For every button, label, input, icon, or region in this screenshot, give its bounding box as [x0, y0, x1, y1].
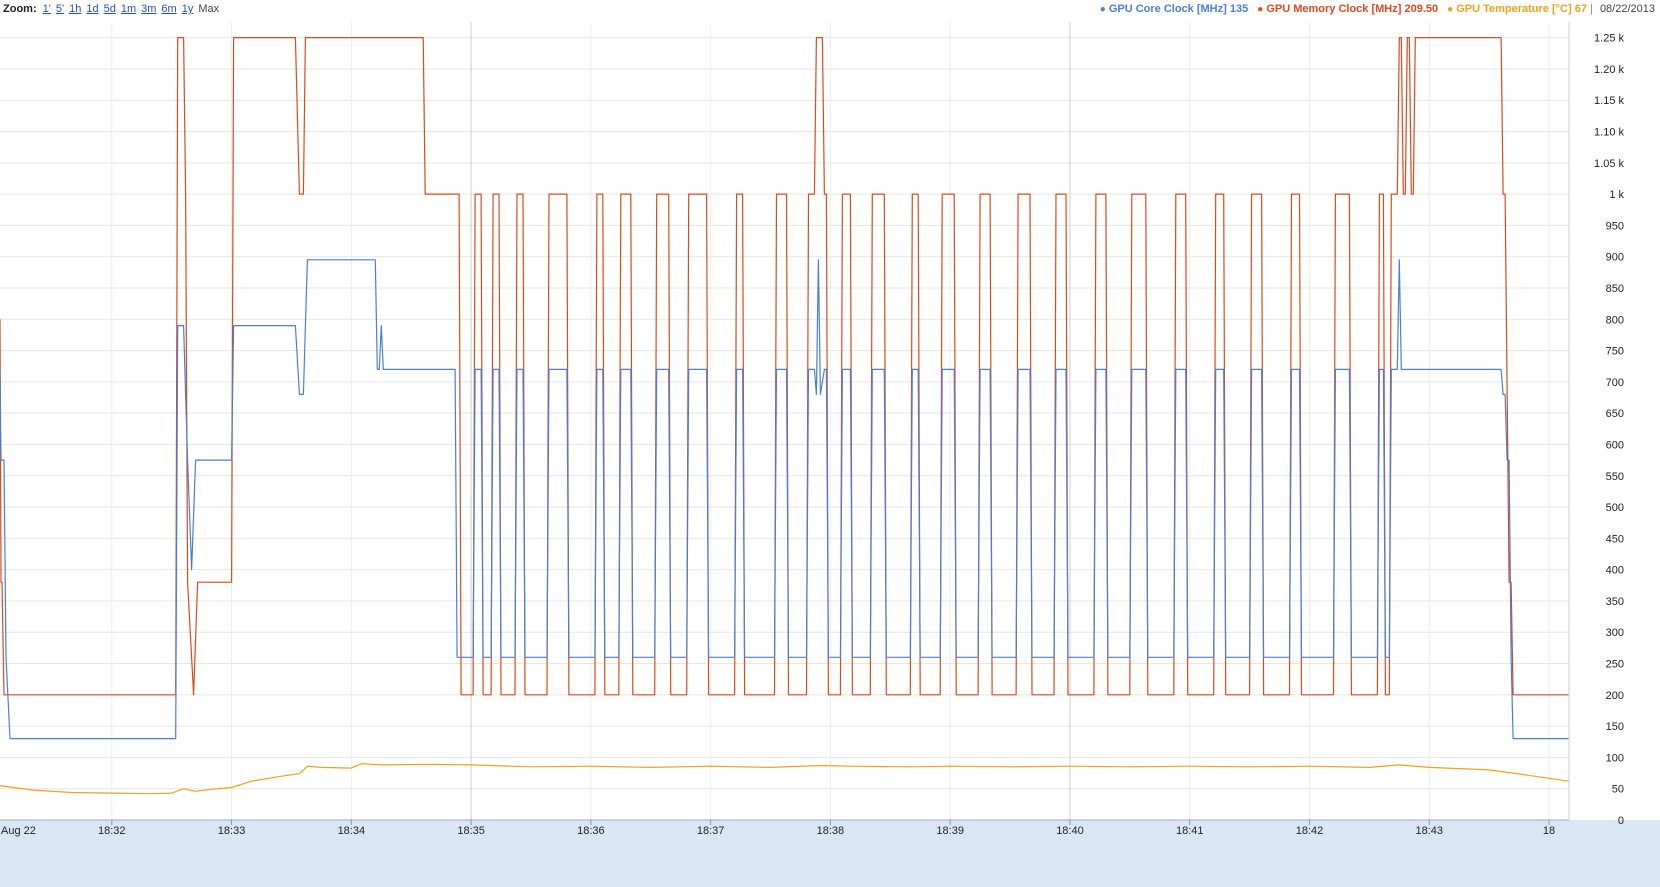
- x-tick-label: 18:42: [1296, 825, 1324, 837]
- legend-item-0[interactable]: ● GPU Core Clock [MHz] 135: [1100, 3, 1248, 15]
- y-tick-label: 600: [1606, 439, 1624, 451]
- zoom-option-9: Max: [198, 3, 220, 15]
- y-tick-label: 650: [1606, 408, 1624, 420]
- x-tick-label: 18:41: [1176, 825, 1204, 837]
- x-tick-label: 18:34: [338, 825, 366, 837]
- zoom-selector: Zoom: 1' 5' 1h 1d 5d 1m 3m 6m 1y Max: [3, 3, 224, 15]
- x-tick-label: 18: [1543, 825, 1555, 837]
- legend-value: 135: [1226, 3, 1249, 15]
- legend-dot-icon: ●: [1257, 4, 1264, 15]
- y-tick-label: 1.25 k: [1594, 33, 1624, 45]
- x-tick-label: 18:32: [98, 825, 126, 837]
- y-tick-label: 150: [1606, 721, 1624, 733]
- legend-dot-icon: ●: [1447, 4, 1454, 15]
- legend-date: 08/22/2013: [1599, 3, 1655, 15]
- x-tick-label: 18:38: [817, 825, 845, 837]
- y-tick-label: 950: [1606, 220, 1624, 232]
- y-tick-label: 300: [1606, 627, 1624, 639]
- y-axis-tick-labels: 0 50 100 150 200 250 300 350 400 450 500 550 600 650 7…: [1594, 33, 1624, 827]
- x-tick-label: 18:43: [1416, 825, 1444, 837]
- x-tick-label: 18:37: [697, 825, 725, 837]
- x-start-label: Aug 22: [1, 825, 36, 837]
- y-tick-label: 1.05 k: [1594, 158, 1624, 170]
- y-tick-label: 1 k: [1609, 189, 1624, 201]
- x-tick-label: 18:36: [577, 825, 605, 837]
- legend-value: 209.50: [1401, 3, 1439, 15]
- zoom-option-1[interactable]: 5': [55, 3, 65, 15]
- axes: [0, 22, 1660, 887]
- y-tick-label: 700: [1606, 377, 1624, 389]
- x-axis-tick-labels: 18:32 18:33 18:34 18:35 18:36 18:37 18:38 18:39…: [1, 820, 1555, 837]
- y-tick-label: 1.15 k: [1594, 95, 1624, 107]
- y-tick-label: 0: [1618, 815, 1624, 827]
- zoom-option-6[interactable]: 3m: [141, 3, 157, 15]
- legend-label: GPU Memory Clock [MHz]: [1266, 3, 1402, 15]
- legend: ● GPU Core Clock [MHz] 135 ● GPU Memory Cl…: [1094, 3, 1655, 15]
- x-tick-label: 18:39: [936, 825, 964, 837]
- zoom-option-2[interactable]: 1h: [69, 3, 82, 15]
- zoom-option-8[interactable]: 1y: [181, 3, 194, 15]
- y-tick-label: 450: [1606, 533, 1624, 545]
- x-axis-band: [0, 820, 1660, 887]
- legend-value: 67: [1571, 3, 1587, 15]
- legend-item-1[interactable]: ● GPU Memory Clock [MHz] 209.50: [1257, 3, 1438, 15]
- y-tick-label: 550: [1606, 471, 1624, 483]
- legend-separator: |: [1586, 3, 1596, 15]
- y-tick-label: 750: [1606, 346, 1624, 358]
- legend-item-2[interactable]: ● GPU Temperature [°C] 67: [1447, 3, 1587, 15]
- zoom-option-4[interactable]: 5d: [103, 3, 116, 15]
- y-tick-label: 900: [1606, 252, 1624, 264]
- legend-items: ● GPU Core Clock [MHz] 135 ● GPU Memory Cl…: [1094, 3, 1596, 15]
- legend-dot-icon: ●: [1099, 4, 1106, 15]
- y-tick-label: 200: [1606, 690, 1624, 702]
- y-tick-label: 500: [1606, 502, 1624, 514]
- y-tick-label: 1.10 k: [1594, 127, 1624, 139]
- y-tick-label: 850: [1606, 283, 1624, 295]
- y-tick-label: 250: [1606, 659, 1624, 671]
- y-tick-label: 100: [1606, 752, 1624, 764]
- y-tick-label: 350: [1606, 596, 1624, 608]
- horizontal-gridlines: [0, 37, 1569, 821]
- zoom-label: Zoom:: [3, 3, 37, 15]
- series-line-2: [0, 763, 1570, 795]
- vertical-gridlines: [111, 22, 1550, 820]
- legend-label: GPU Temperature [°C]: [1456, 3, 1572, 15]
- zoom-option-3[interactable]: 1d: [86, 3, 99, 15]
- series-lines: [0, 36, 1570, 795]
- zoom-option-0[interactable]: 1': [42, 3, 51, 15]
- y-tick-label: 800: [1606, 314, 1624, 326]
- y-tick-label: 400: [1606, 565, 1624, 577]
- legend-label: GPU Core Clock [MHz]: [1108, 3, 1227, 15]
- zoom-options: 1' 5' 1h 1d 5d 1m 3m 6m 1y Max: [43, 3, 224, 15]
- series-line-1: [0, 259, 1569, 740]
- y-tick-label: 1.20 k: [1594, 64, 1624, 76]
- zoom-option-5[interactable]: 1m: [120, 3, 137, 15]
- y-tick-label: 50: [1612, 784, 1624, 796]
- x-tick-label: 18:33: [218, 825, 246, 837]
- x-tick-label: 18:35: [457, 825, 485, 837]
- x-tick-label: 18:40: [1056, 825, 1084, 837]
- zoom-option-7[interactable]: 6m: [161, 3, 177, 15]
